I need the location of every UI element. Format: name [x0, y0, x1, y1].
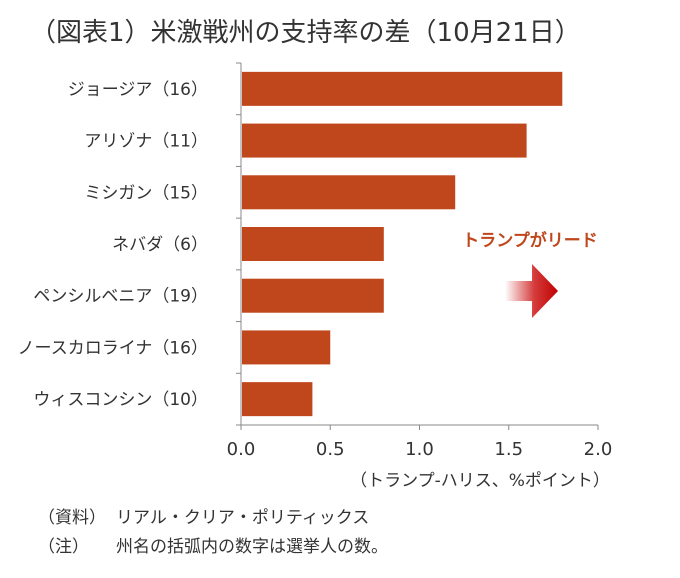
footnotes: （資料） リアル・クリア・ポリティックス （注） 州名の括弧内の数字は選挙人の数。: [38, 504, 388, 562]
bar-0: [242, 71, 563, 106]
category-labels: ジョージア（16） アリゾナ（11） ミシガン（15） ネバダ（6） ペンシルベニア（1…: [18, 80, 208, 410]
bar-5: [242, 330, 331, 365]
x-tick-label-4: 2.0: [584, 439, 613, 460]
bar-1: [242, 123, 527, 158]
category-label-5: ノースカロライナ（16）: [18, 338, 208, 358]
bar-2: [242, 175, 456, 210]
footnote-head: （注）: [38, 537, 89, 557]
source-note: （資料） リアル・クリア・ポリティックス: [38, 504, 388, 533]
source-note-head: （資料）: [38, 508, 106, 528]
source-note-text: リアル・クリア・ポリティックス: [116, 508, 370, 528]
x-tick-label-1: 0.5: [316, 439, 345, 460]
bar-6: [242, 382, 313, 417]
x-tick-label-0: 0.0: [227, 439, 256, 460]
category-label-0: ジョージア（16）: [68, 80, 208, 100]
category-label-2: ミシガン（15）: [84, 183, 208, 203]
x-axis-label: （トランプ‐ハリス、%ポイント）: [350, 471, 610, 491]
chart-title: （図表1）米激戦州の支持率の差（10月21日）: [30, 18, 581, 48]
category-label-3: ネバダ（6）: [112, 235, 208, 255]
bar-4: [242, 278, 384, 313]
right-arrow-icon: [505, 264, 558, 318]
category-label-6: ウィスコンシン（10）: [33, 390, 208, 410]
bars-layer: [242, 71, 563, 417]
footnote: （注） 州名の括弧内の数字は選挙人の数。: [38, 533, 388, 562]
category-label-4: ペンシルベニア（19）: [33, 287, 208, 307]
category-label-1: アリゾナ（11）: [84, 132, 208, 152]
x-tick-label-2: 1.0: [405, 439, 434, 460]
lead-annotation: トランプがリード: [462, 230, 598, 251]
bar-3: [242, 227, 384, 261]
footnote-text: 州名の括弧内の数字は選挙人の数。: [116, 537, 388, 557]
y-axis-ticks: [236, 62, 241, 426]
x-tick-label-3: 1.5: [494, 439, 523, 460]
x-axis-ticks: 0.0 0.5 1.0 1.5 2.0: [227, 425, 613, 460]
